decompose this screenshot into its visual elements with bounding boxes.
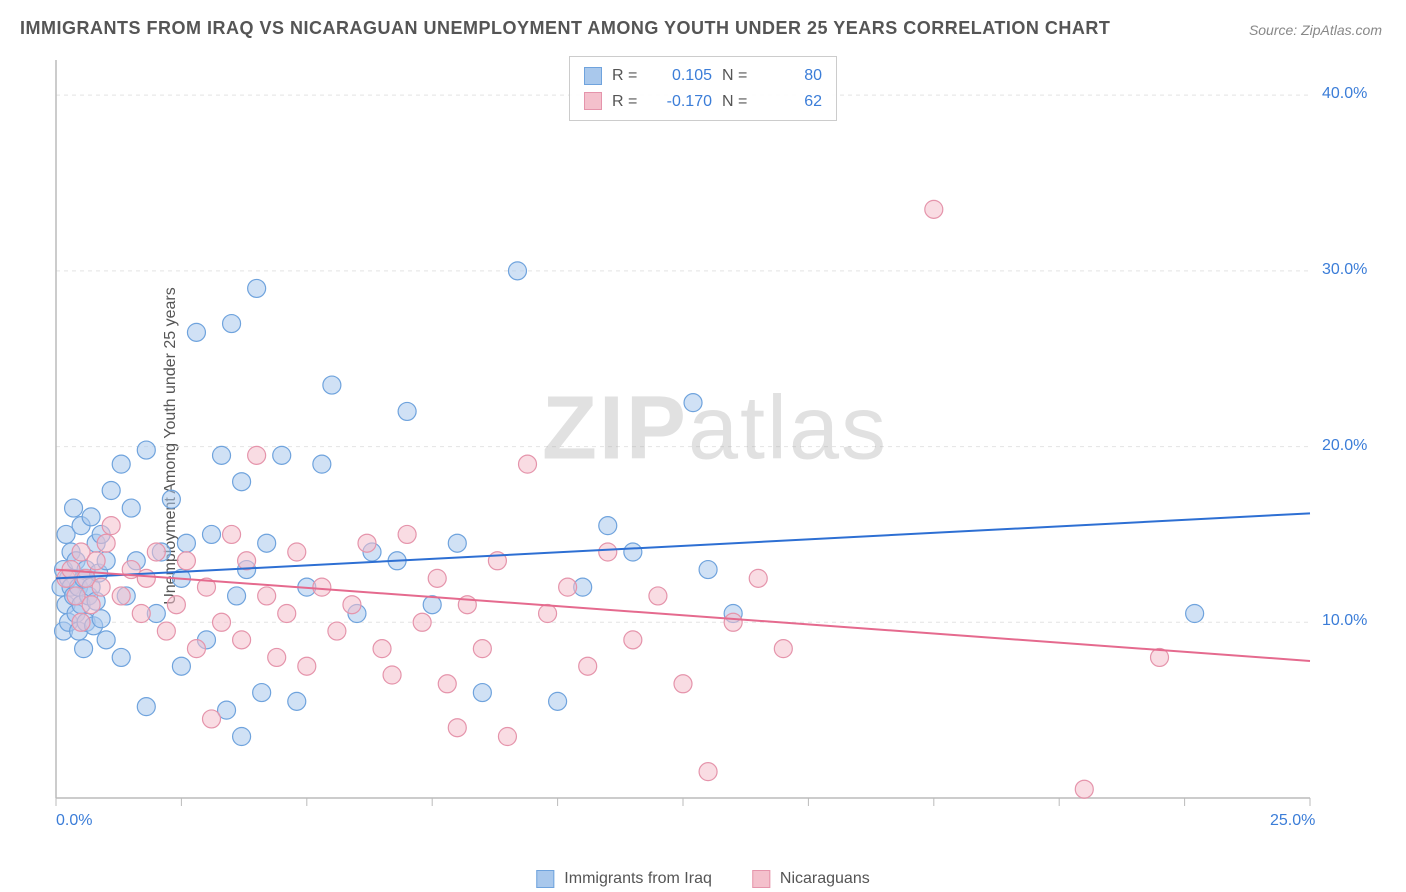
legend-item-series2: Nicaraguans <box>752 870 870 888</box>
stats-legend-box: R = 0.105 N = 80 R = -0.170 N = 62 <box>569 56 837 121</box>
scatter-plot <box>50 50 1380 840</box>
source-attribution: Source: ZipAtlas.com <box>1249 22 1382 38</box>
r-value-1: 0.105 <box>652 63 712 89</box>
legend-item-series1: Immigrants from Iraq <box>536 870 712 888</box>
legend-label-series1: Immigrants from Iraq <box>564 870 712 888</box>
swatch-legend-series1 <box>536 870 554 888</box>
r-label-2: R = <box>612 89 642 115</box>
x-tick-label: 0.0% <box>56 812 92 830</box>
y-tick-label: 40.0% <box>1322 85 1367 103</box>
n-value-2: 62 <box>762 89 822 115</box>
swatch-series1 <box>584 67 602 85</box>
r-value-2: -0.170 <box>652 89 712 115</box>
stats-row-series1: R = 0.105 N = 80 <box>584 63 822 89</box>
y-tick-label: 30.0% <box>1322 261 1367 279</box>
x-tick-label: 25.0% <box>1270 812 1315 830</box>
y-tick-label: 20.0% <box>1322 437 1367 455</box>
n-label-2: N = <box>722 89 752 115</box>
bottom-legend: Immigrants from Iraq Nicaraguans <box>536 870 869 888</box>
swatch-series2 <box>584 92 602 110</box>
r-label-1: R = <box>612 63 642 89</box>
chart-title: IMMIGRANTS FROM IRAQ VS NICARAGUAN UNEMP… <box>20 18 1110 39</box>
swatch-legend-series2 <box>752 870 770 888</box>
y-tick-label: 10.0% <box>1322 612 1367 630</box>
n-value-1: 80 <box>762 63 822 89</box>
chart-container: ZIPatlas <box>50 50 1380 840</box>
n-label-1: N = <box>722 63 752 89</box>
stats-row-series2: R = -0.170 N = 62 <box>584 89 822 115</box>
legend-label-series2: Nicaraguans <box>780 870 870 888</box>
